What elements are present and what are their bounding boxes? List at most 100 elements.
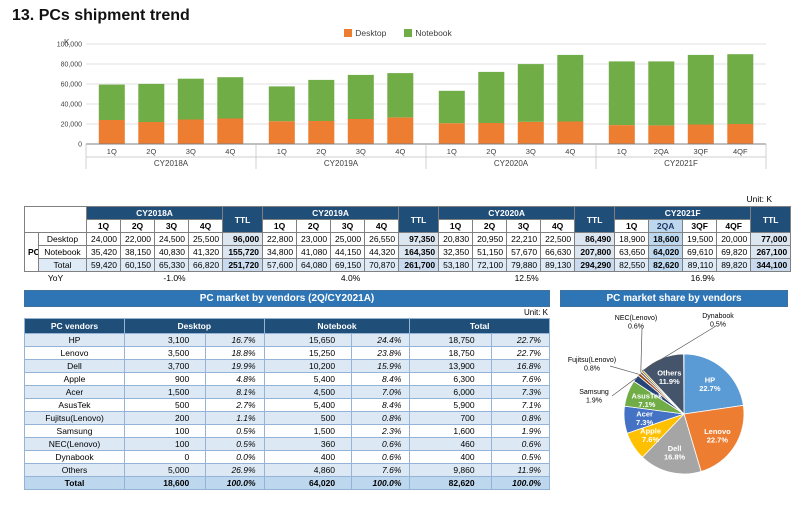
quarter-header-cy2020a-4q: 4Q	[540, 219, 576, 233]
desktop-value-asustek: 500	[123, 397, 207, 412]
pie-pct-samsung: 1.9%	[586, 397, 602, 404]
vendor-name-apple: Apple	[24, 371, 125, 386]
vendors-panel: PC market by vendors (2Q/CY2021A) Unit: …	[24, 289, 551, 500]
cell-desktop-cy2020a-0: 20,830	[438, 232, 474, 246]
bar-notebook-15	[727, 54, 754, 125]
desktop-value-total: 18,600	[123, 475, 207, 490]
total-pct-fujitsu-lenovo: 0.8%	[490, 410, 551, 425]
total-pct-hp: 22.7%	[490, 332, 551, 347]
total-pct-lenovo: 22.7%	[490, 345, 551, 360]
ttl-header-cy2018a: TTL	[222, 206, 264, 233]
desktop-value-hp: 3,100	[123, 332, 207, 347]
notebook-value-acer: 4,500	[263, 384, 353, 399]
pie-leader-samsung	[611, 377, 637, 396]
vendors-panel-title: PC market by vendors (2Q/CY2021A)	[24, 289, 550, 307]
cell-notebook-cy2018a-3: 41,320	[187, 245, 224, 259]
bar-notebook-5	[308, 79, 335, 121]
cell-notebook-cy2019a-3: 44,320	[364, 245, 400, 259]
pie-pct-asustek: 7.1%	[638, 400, 655, 409]
total-value-lenovo: 18,750	[409, 345, 492, 360]
notebook-pct-fujitsu-lenovo: 0.8%	[351, 410, 411, 425]
y-tick-label: 80,000	[61, 62, 83, 69]
pie-pct-others: 11.9%	[659, 377, 680, 386]
quarter-header-cy2019a-2q: 2Q	[296, 219, 332, 233]
cell-total-cy2018a-0: 59,420	[86, 258, 121, 272]
x-tick-label: 3QF	[694, 147, 709, 156]
y-tick-label: 0	[78, 142, 82, 149]
share-panel: PC market share by vendors HP 22.7% Lenovo…	[560, 289, 788, 500]
notebook-value-fujitsu-lenovo: 500	[263, 410, 353, 425]
desktop-pct-nec-lenovo: 0.5%	[205, 436, 265, 451]
total-value-asustek: 5,900	[409, 397, 492, 412]
bottom-section: PC market by vendors (2Q/CY2021A) Unit: …	[24, 289, 790, 500]
col-header-total: Total	[409, 317, 550, 334]
vendor-row-nec-lenovo: NEC(Lenovo) 100 0.5% 360 0.6% 460 0.6%	[24, 436, 551, 451]
market-share-pie-chart: HP22.7%Lenovo22.7%Dell16.8%Apple7.6%Acer…	[568, 313, 745, 474]
quarter-header-cy2021f-2qa: 2QA	[648, 219, 684, 233]
cell-desktop-cy2018a-3: 25,500	[187, 232, 224, 246]
yoy-value-cy2018a: -1.0%	[86, 271, 263, 285]
x-tick-label: 2Q	[316, 147, 326, 156]
cell-total-cy2020a-1: 72,100	[472, 258, 508, 272]
total-pct-others: 11.9%	[490, 462, 551, 477]
ttl-total-cy2019a: 261,700	[398, 258, 440, 272]
notebook-pct-total: 100.0%	[351, 475, 411, 490]
cell-total-cy2021f-1: 82,620	[648, 258, 684, 272]
pie-pct-acer: 7.3%	[636, 417, 653, 426]
ttl-desktop-cy2021f: 77,000	[750, 232, 792, 246]
bar-desktop-12	[608, 125, 635, 144]
desktop-value-acer: 1,500	[123, 384, 207, 399]
bar-notebook-2	[177, 78, 204, 120]
pie-pct-apple: 7.6%	[642, 435, 659, 444]
bar-notebook-10	[517, 64, 544, 122]
cell-desktop-cy2019a-1: 23,000	[296, 232, 332, 246]
vendor-row-hp: HP 3,100 16.7% 15,650 24.4% 18,750 22.7%	[24, 332, 551, 347]
cell-desktop-cy2021f-3: 20,000	[716, 232, 752, 246]
pie-label-hp: HP	[705, 375, 715, 384]
quarter-header-cy2021f-3qf: 3QF	[682, 219, 718, 233]
quarter-header-cy2021f-4qf: 4QF	[716, 219, 752, 233]
desktop-pct-fujitsu-lenovo: 1.1%	[205, 410, 265, 425]
bar-notebook-14	[687, 54, 714, 125]
bar-notebook-4	[268, 86, 295, 122]
y-tick-label: 100,000	[57, 42, 82, 49]
vendors-col-header: PC vendors	[24, 317, 125, 334]
bar-desktop-14	[687, 124, 714, 144]
cell-desktop-cy2018a-0: 24,000	[86, 232, 121, 246]
bar-desktop-8	[438, 123, 465, 144]
desktop-value-dynabook: 0	[123, 449, 207, 464]
vendor-name-acer: Acer	[24, 384, 125, 399]
notebook-pct-others: 7.6%	[351, 462, 411, 477]
year-header-cy2020a: CY2020A	[438, 206, 576, 220]
row-label-total: Total	[38, 258, 87, 272]
bar-desktop-2	[177, 119, 204, 144]
notebook-value-hp: 15,650	[263, 332, 353, 347]
pie-label-asustek: AsusTek	[632, 391, 664, 400]
pie-pct-dynabook: 0.5%	[710, 321, 726, 328]
row-label-desktop: Desktop	[38, 232, 87, 246]
ttl-notebook-cy2020a: 207,800	[574, 245, 616, 259]
pie-pct-dell: 16.8%	[664, 452, 686, 461]
bar-notebook-8	[438, 90, 465, 124]
pie-label-nec-lenovo: NEC(Lenovo)	[615, 315, 657, 322]
pie-label-others: Others	[657, 368, 681, 377]
year-header-cy2019a: CY2019A	[262, 206, 400, 220]
legend-swatch-desktop	[344, 28, 353, 37]
notebook-value-nec-lenovo: 360	[263, 436, 353, 451]
notebook-pct-dynabook: 0.6%	[351, 449, 411, 464]
notebook-pct-apple: 8.4%	[351, 371, 411, 386]
x-tick-label: 1Q	[617, 147, 627, 156]
y-tick-label: 40,000	[61, 102, 83, 109]
x-tick-label: 4Q	[565, 147, 575, 156]
shipment-chart-block: K Desktop Notebook 0 20,000 40,000 60,000 80,…	[24, 27, 772, 193]
notebook-value-asustek: 5,400	[263, 397, 353, 412]
cell-desktop-cy2019a-3: 26,550	[364, 232, 400, 246]
ttl-desktop-cy2020a: 86,490	[574, 232, 616, 246]
total-value-hp: 18,750	[409, 332, 492, 347]
bar-notebook-6	[347, 74, 374, 119]
quarter-header-cy2019a-3q: 3Q	[330, 219, 366, 233]
x-tick-label: 2Q	[486, 147, 496, 156]
bar-desktop-3	[217, 118, 244, 144]
bar-desktop-10	[517, 121, 544, 144]
yoy-label: YoY	[24, 271, 87, 285]
